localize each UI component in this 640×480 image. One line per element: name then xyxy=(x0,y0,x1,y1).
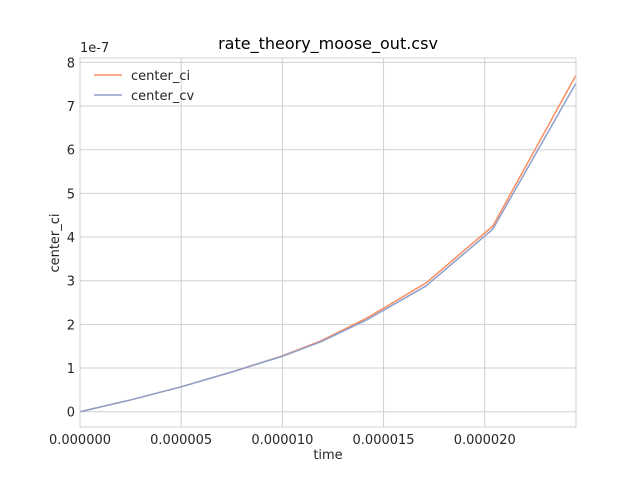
x-tick-label: 0.000005 xyxy=(150,433,212,448)
x-tick-label: 0.000020 xyxy=(454,433,516,448)
x-tick-label: 0.000015 xyxy=(353,433,415,448)
y-tick-label: 4 xyxy=(67,231,75,246)
legend-label-center-cv: center_cv xyxy=(131,89,194,104)
y-tick-labels: 0 1 2 3 4 5 6 7 8 xyxy=(67,56,75,420)
x-tick-labels: 0.000000 0.000005 0.000010 0.000015 0.000020 xyxy=(49,433,516,448)
series-lines xyxy=(79,75,577,413)
x-tick-label: 0.000000 xyxy=(49,433,111,448)
y-tick-label: 7 xyxy=(67,100,75,115)
y-tick-label: 8 xyxy=(67,56,75,71)
plot-frame xyxy=(79,57,577,428)
y-axis-label: center_ci xyxy=(48,213,63,272)
series-line-center-cv xyxy=(79,82,577,413)
y-tick-label: 0 xyxy=(67,406,75,421)
x-axis-label: time xyxy=(313,448,342,463)
y-tick-label: 5 xyxy=(67,187,75,202)
legend: center_ci center_cv xyxy=(94,69,194,104)
y-offset-text: 1e-7 xyxy=(80,41,109,56)
plot-background xyxy=(80,58,576,427)
y-tick-label: 2 xyxy=(67,318,75,333)
chart-title: rate_theory_moose_out.csv xyxy=(218,34,438,54)
x-tick-label: 0.000010 xyxy=(251,433,313,448)
y-tick-label: 6 xyxy=(67,144,75,159)
legend-label-center-ci: center_ci xyxy=(131,69,190,84)
y-tick-label: 1 xyxy=(67,362,75,377)
y-tick-label: 3 xyxy=(67,275,75,290)
grid-lines xyxy=(79,58,576,427)
